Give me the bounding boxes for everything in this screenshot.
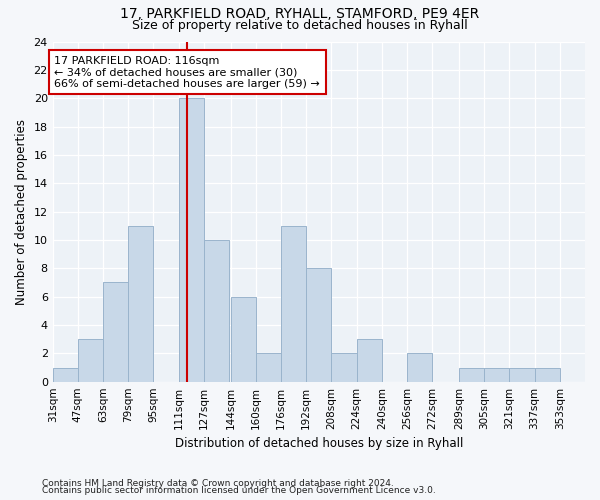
Bar — [331, 354, 356, 382]
Text: Contains public sector information licensed under the Open Government Licence v3: Contains public sector information licen… — [42, 486, 436, 495]
X-axis label: Distribution of detached houses by size in Ryhall: Distribution of detached houses by size … — [175, 437, 463, 450]
Bar — [78, 339, 103, 382]
Bar — [204, 240, 229, 382]
Y-axis label: Number of detached properties: Number of detached properties — [15, 118, 28, 304]
Bar — [356, 339, 382, 382]
Bar — [484, 368, 509, 382]
Bar — [256, 354, 281, 382]
Bar — [509, 368, 535, 382]
Bar — [281, 226, 306, 382]
Bar — [103, 282, 128, 382]
Bar — [459, 368, 484, 382]
Bar — [128, 226, 154, 382]
Bar — [53, 368, 78, 382]
Text: Contains HM Land Registry data © Crown copyright and database right 2024.: Contains HM Land Registry data © Crown c… — [42, 478, 394, 488]
Bar — [535, 368, 560, 382]
Bar — [230, 296, 256, 382]
Bar — [179, 98, 204, 382]
Text: 17, PARKFIELD ROAD, RYHALL, STAMFORD, PE9 4ER: 17, PARKFIELD ROAD, RYHALL, STAMFORD, PE… — [121, 8, 479, 22]
Text: Size of property relative to detached houses in Ryhall: Size of property relative to detached ho… — [132, 18, 468, 32]
Text: 17 PARKFIELD ROAD: 116sqm
← 34% of detached houses are smaller (30)
66% of semi-: 17 PARKFIELD ROAD: 116sqm ← 34% of detac… — [54, 56, 320, 89]
Bar — [306, 268, 331, 382]
Bar — [407, 354, 432, 382]
